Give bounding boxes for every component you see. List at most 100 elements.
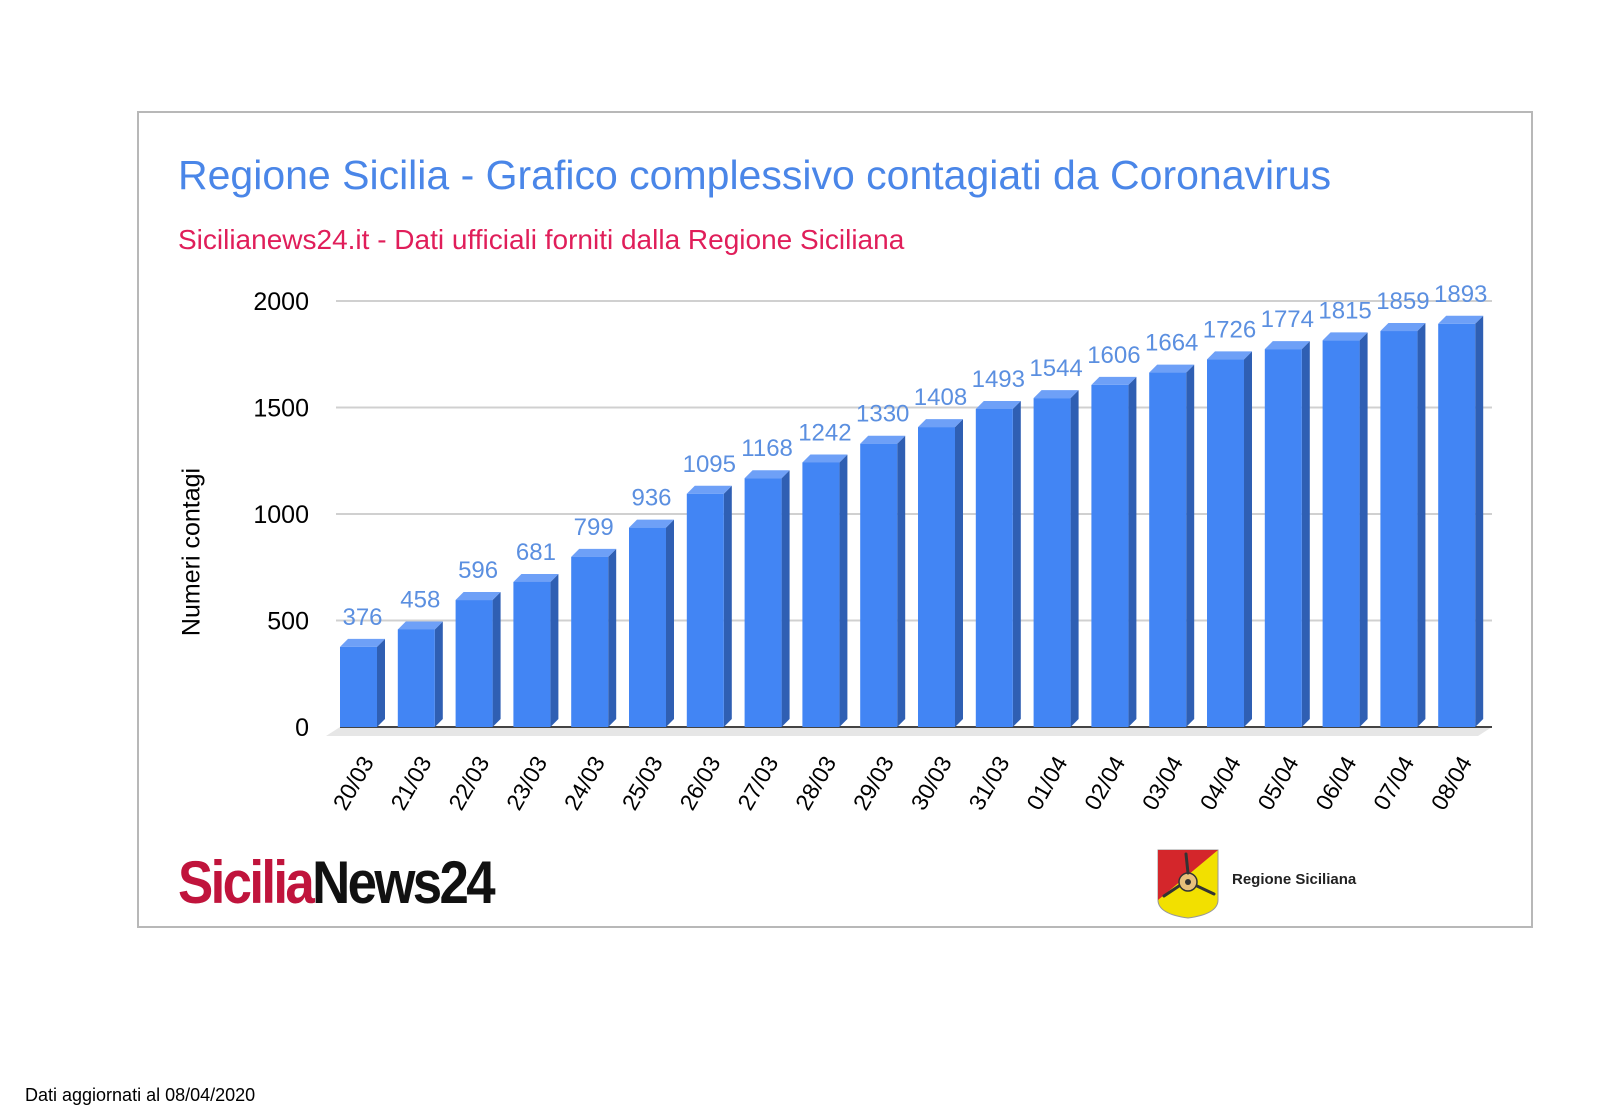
- data-label: 376: [342, 604, 382, 631]
- bar-top: [1438, 315, 1484, 324]
- bar-side: [1417, 323, 1426, 727]
- bar-top: [455, 592, 501, 601]
- x-tick-label: 03/04: [1137, 751, 1188, 814]
- data-label: 1815: [1318, 297, 1371, 324]
- bar: [1149, 372, 1187, 727]
- x-tick-label: 21/03: [385, 752, 436, 815]
- bar-side: [1475, 315, 1484, 727]
- data-label: 458: [400, 586, 440, 613]
- data-label: 1242: [798, 419, 851, 446]
- x-tick-label: 04/04: [1195, 751, 1246, 814]
- logo-part-sicilia: Sicilia: [178, 849, 315, 916]
- bar-side: [550, 573, 559, 727]
- data-label: 1606: [1087, 342, 1140, 369]
- bar: [1264, 349, 1302, 727]
- bar: [340, 646, 377, 727]
- bar-top: [1033, 390, 1079, 399]
- data-label: 1408: [914, 384, 967, 411]
- bar-top: [802, 454, 848, 463]
- data-label: 1893: [1434, 281, 1487, 308]
- bar-top: [397, 621, 443, 630]
- x-tick-label: 25/03: [617, 752, 668, 815]
- bar-side: [781, 470, 790, 727]
- bar: [1207, 359, 1244, 727]
- data-label: 1859: [1376, 288, 1429, 315]
- x-tick-label: 29/03: [848, 752, 899, 815]
- x-tick-label: 30/03: [906, 752, 957, 815]
- bar-top: [571, 548, 617, 557]
- bar-top: [975, 400, 1021, 409]
- bar-top: [1207, 351, 1252, 360]
- trinacria-emblem-icon: [1157, 849, 1219, 919]
- data-label: 596: [458, 557, 498, 584]
- x-tick-label: 28/03: [790, 752, 841, 815]
- bar: [513, 581, 551, 727]
- x-tick-label: 02/04: [1079, 751, 1130, 814]
- bar: [397, 629, 435, 727]
- data-label: 1095: [683, 451, 736, 478]
- bar: [975, 408, 1013, 727]
- bar-top: [1091, 376, 1137, 385]
- regione-siciliana-label: Regione Siciliana: [1232, 871, 1357, 888]
- bar-side: [1070, 390, 1079, 727]
- bar-side: [955, 419, 963, 727]
- bar-top: [340, 638, 385, 647]
- bar-top: [1380, 323, 1426, 332]
- bar-side: [897, 435, 906, 727]
- bar-top: [629, 519, 674, 528]
- data-label: 1774: [1261, 306, 1314, 333]
- bar-side: [1301, 341, 1310, 727]
- x-tick-label: 05/04: [1252, 751, 1303, 814]
- bar-side: [1186, 364, 1195, 727]
- bar-side: [377, 638, 385, 727]
- data-label: 681: [516, 539, 556, 566]
- x-tick-label: 23/03: [501, 752, 552, 815]
- bar-top: [513, 573, 559, 582]
- y-tick-label: 1500: [253, 395, 309, 423]
- bar-top: [744, 470, 790, 479]
- x-tick-label: 07/04: [1368, 751, 1419, 814]
- bar: [1091, 384, 1129, 727]
- bar: [802, 462, 840, 727]
- bar-top: [1322, 332, 1368, 341]
- bar-side: [1359, 332, 1368, 727]
- bar: [1380, 331, 1418, 727]
- data-label: 936: [631, 485, 671, 512]
- chart-floor: [326, 727, 1492, 736]
- bar: [860, 443, 898, 727]
- bar: [571, 556, 609, 727]
- bar: [686, 493, 724, 727]
- bar-side: [1244, 351, 1252, 727]
- data-label: 799: [574, 514, 614, 541]
- x-tick-label: 27/03: [732, 752, 783, 815]
- y-tick-label: 0: [295, 714, 309, 742]
- bar-top: [918, 419, 963, 428]
- x-tick-label: 20/03: [328, 752, 379, 815]
- data-label: 1168: [741, 435, 793, 462]
- x-tick-label: 01/04: [1021, 751, 1072, 814]
- data-label: 1664: [1145, 330, 1198, 357]
- bar: [1033, 398, 1071, 727]
- bar-top: [860, 435, 906, 444]
- data-label: 1330: [856, 401, 909, 428]
- bar-top: [1149, 364, 1195, 373]
- bar-side: [492, 592, 501, 727]
- chart-subtitle: Sicilianews24.it - Dati ufficiali fornit…: [178, 224, 905, 255]
- bar-top: [1264, 341, 1310, 350]
- bar-side: [723, 485, 732, 727]
- bar-top: [686, 485, 732, 494]
- update-note: Dati aggiornati al 08/04/2020: [25, 1085, 256, 1105]
- bar-side: [839, 454, 848, 727]
- bar: [1322, 340, 1360, 727]
- chart-title: Regione Sicilia - Grafico complessivo co…: [178, 152, 1332, 198]
- y-tick-label: 500: [267, 608, 309, 636]
- data-label: 1493: [972, 366, 1025, 393]
- x-tick-label: 26/03: [674, 752, 725, 815]
- bar: [1438, 323, 1476, 727]
- y-tick-label: 2000: [253, 288, 309, 316]
- x-tick-label: 06/04: [1310, 751, 1361, 814]
- bar: [629, 527, 666, 727]
- logo-part-news24: News24: [312, 849, 495, 916]
- x-tick-label: 08/04: [1426, 751, 1477, 814]
